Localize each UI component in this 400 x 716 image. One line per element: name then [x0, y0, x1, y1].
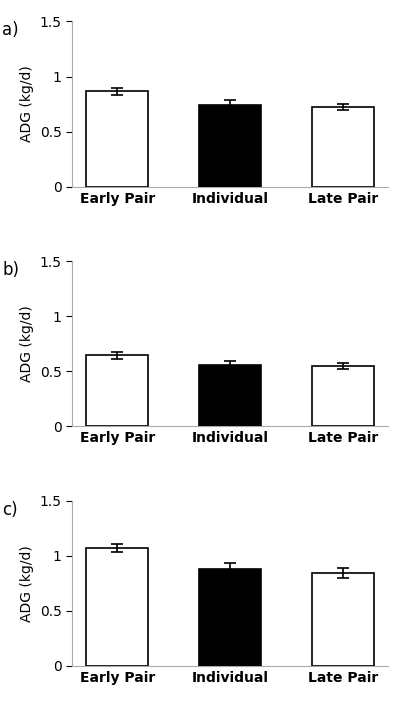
Bar [86, 92, 148, 187]
Bar [312, 366, 374, 426]
Bar [312, 107, 374, 187]
Bar [199, 365, 261, 426]
Bar [199, 569, 261, 666]
Y-axis label: ADG (kg/d): ADG (kg/d) [20, 545, 34, 621]
Y-axis label: ADG (kg/d): ADG (kg/d) [20, 305, 34, 382]
Y-axis label: ADG (kg/d): ADG (kg/d) [20, 66, 34, 142]
Bar [199, 105, 261, 187]
Text: a): a) [2, 21, 19, 39]
Text: b): b) [2, 261, 20, 279]
Bar [86, 548, 148, 666]
Bar [86, 355, 148, 426]
Bar [312, 573, 374, 666]
Text: c): c) [2, 500, 18, 518]
